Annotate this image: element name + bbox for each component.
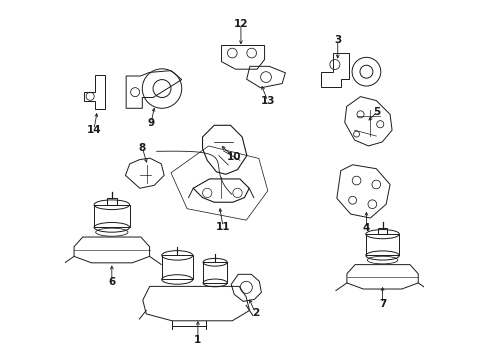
Text: 13: 13: [260, 96, 274, 106]
Text: 4: 4: [362, 224, 369, 233]
Bar: [365, 234, 399, 256]
Text: 5: 5: [373, 107, 380, 117]
Text: 1: 1: [194, 334, 201, 345]
Text: 14: 14: [86, 125, 101, 135]
Bar: [203, 262, 227, 283]
Bar: [94, 205, 129, 227]
Text: 12: 12: [233, 19, 247, 29]
Text: 10: 10: [226, 152, 241, 162]
Text: 11: 11: [215, 222, 230, 231]
Text: 6: 6: [108, 277, 115, 287]
Bar: [107, 198, 117, 205]
Text: 3: 3: [333, 35, 341, 45]
Bar: [162, 255, 192, 279]
Bar: [377, 228, 386, 234]
Text: 9: 9: [147, 118, 155, 128]
Text: 2: 2: [251, 308, 258, 318]
Text: 8: 8: [139, 143, 145, 153]
Text: 7: 7: [378, 299, 386, 309]
